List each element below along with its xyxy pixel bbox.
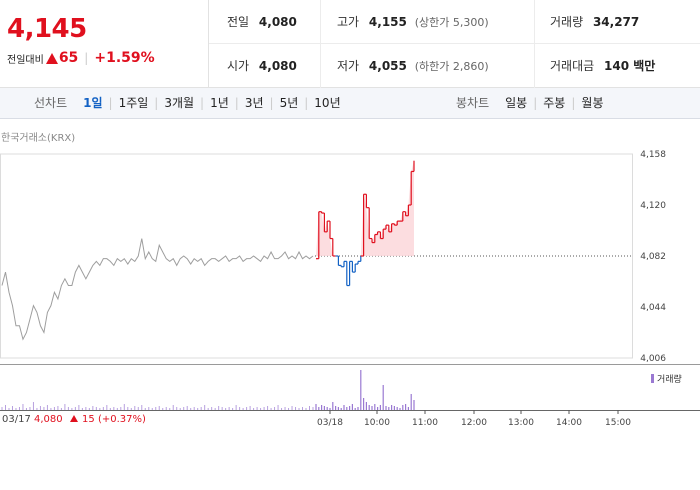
- tab-daily-candle[interactable]: 일봉: [505, 96, 528, 110]
- x-tick-label: 10:00: [364, 418, 390, 428]
- open-cell: 시가 4,080: [209, 44, 321, 88]
- change-value: 65: [58, 50, 79, 66]
- divider: |: [269, 96, 274, 110]
- prev-day-date: 03/17: [2, 414, 31, 425]
- line-layer: [1, 160, 415, 341]
- change-percent: +1.59%: [94, 50, 155, 66]
- divider: |: [84, 51, 89, 65]
- volume-legend-swatch: [651, 374, 654, 383]
- prev-day-info: 03/17 4,080 15 (+0.37%): [2, 414, 146, 425]
- volume-value: 34,277: [592, 15, 640, 29]
- turnover-label: 거래대금: [550, 59, 595, 73]
- prev-close-label: 전일: [227, 15, 250, 29]
- up-triangle-icon: [45, 52, 58, 64]
- y-tick-label: 4,120: [640, 201, 666, 211]
- prev-day-line: [1, 238, 314, 341]
- line-chart-title: 선차트: [34, 96, 68, 110]
- volume-layer: [1, 370, 415, 410]
- divider: |: [304, 96, 309, 110]
- open-value: 4,080: [258, 59, 297, 73]
- divider: |: [234, 96, 239, 110]
- x-tick-label: 13:00: [508, 418, 534, 428]
- turnover-cell: 거래대금 140 백만: [535, 44, 700, 88]
- price-chart[interactable]: 4,158 4,120 4,082 4,044 4,006 03/18 10:00 11:00…: [0, 148, 700, 490]
- quote-stats: 전일 4,080 고가 4,155 (상한가 5,300) 거래량 34,277…: [209, 0, 700, 88]
- up-triangle-icon: [69, 415, 78, 422]
- high-label: 고가: [337, 15, 360, 29]
- chart-period-tabbar: 선차트 1일 | 1주일 | 3개월 | 1년 | 3년 | 5년 | 10년 …: [0, 88, 700, 119]
- lower-limit: (하한가 2,860): [414, 60, 489, 73]
- tab-5years[interactable]: 5년: [279, 96, 299, 110]
- x-tick-label: 14:00: [556, 418, 582, 428]
- open-label: 시가: [227, 59, 250, 73]
- prev-day-change: 15: [82, 414, 95, 425]
- stats-row-2: 시가 4,080 저가 4,055 (하한가 2,860) 거래대금 140 백…: [209, 44, 700, 88]
- divider: |: [154, 96, 159, 110]
- data-source: 한국거래소(KRX): [1, 133, 76, 144]
- up-area: [316, 160, 414, 256]
- change-row: 전일대비 65 | +1.59%: [7, 50, 208, 66]
- price-plot-border: [0, 153, 633, 359]
- candle-chart-tabs: 봉차트 일봉 | 주봉 | 월봉: [456, 88, 610, 119]
- y-tick-label: 4,158: [640, 150, 666, 160]
- low-value: 4,055: [368, 59, 407, 73]
- volume-cell: 거래량 34,277: [535, 0, 700, 44]
- high-value: 4,155: [368, 15, 407, 29]
- volume-label: 거래량: [550, 15, 584, 29]
- tab-weekly-candle[interactable]: 주봉: [543, 96, 566, 110]
- chart-svg: 4,158 4,120 4,082 4,044 4,006 03/18 10:00 11:00…: [0, 150, 700, 428]
- prev-close-cell: 전일 4,080: [209, 0, 321, 44]
- x-tick-label: 12:00: [461, 418, 487, 428]
- change-label: 전일대비: [7, 54, 44, 66]
- tab-1week[interactable]: 1주일: [118, 96, 149, 110]
- divider: |: [533, 96, 538, 110]
- tab-3years[interactable]: 3년: [244, 96, 264, 110]
- divider: |: [200, 96, 205, 110]
- prev-day-percent: (+0.37%): [97, 414, 146, 425]
- tab-1day[interactable]: 1일: [83, 96, 103, 110]
- volume-legend-label: 거래량: [657, 375, 682, 385]
- low-label: 저가: [337, 59, 360, 73]
- tab-3months[interactable]: 3개월: [164, 96, 195, 110]
- line-chart-tabs: 선차트 1일 | 1주일 | 3개월 | 1년 | 3년 | 5년 | 10년: [34, 88, 347, 119]
- prev-day-price: 4,080: [34, 414, 63, 425]
- turnover-value: 140 백만: [604, 59, 656, 73]
- area-layer: [316, 160, 414, 256]
- x-tick-label: 15:00: [605, 418, 631, 428]
- quote-panel: 4,145 전일대비 65 | +1.59% 전일 4,080 고가 4,155…: [0, 0, 700, 88]
- tab-monthly-candle[interactable]: 월봉: [581, 96, 604, 110]
- tab-1year[interactable]: 1년: [210, 96, 229, 110]
- y-tick-label: 4,044: [640, 303, 666, 313]
- stats-row-1: 전일 4,080 고가 4,155 (상한가 5,300) 거래량 34,277: [209, 0, 700, 44]
- x-tick-label: 03/18: [317, 418, 343, 428]
- prev-close-value: 4,080: [258, 15, 297, 29]
- x-tick-label: 11:00: [412, 418, 438, 428]
- low-cell: 저가 4,055 (하한가 2,860): [321, 44, 535, 88]
- upper-limit: (상한가 5,300): [414, 16, 489, 29]
- chart-frame: [0, 153, 700, 414]
- y-tick-label: 4,006: [640, 354, 666, 364]
- label-layer: 4,158 4,120 4,082 4,044 4,006 03/18 10:00 11:00…: [317, 150, 666, 428]
- divider: |: [108, 96, 113, 110]
- tab-10years[interactable]: 10년: [314, 96, 341, 110]
- current-price: 4,145: [7, 14, 87, 44]
- divider: |: [571, 96, 576, 110]
- y-tick-label: 4,082: [640, 252, 666, 262]
- volume-legend: 거래량: [651, 372, 682, 385]
- current-price-box: 4,145 전일대비 65 | +1.59%: [0, 0, 209, 88]
- candle-chart-title: 봉차트: [456, 96, 490, 110]
- high-cell: 고가 4,155 (상한가 5,300): [321, 0, 535, 44]
